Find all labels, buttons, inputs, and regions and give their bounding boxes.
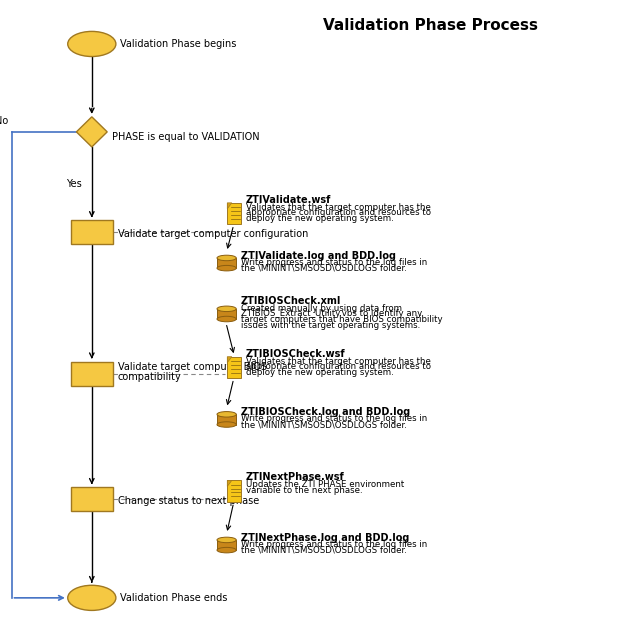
Ellipse shape bbox=[217, 266, 236, 271]
FancyBboxPatch shape bbox=[217, 414, 236, 425]
Text: appropriate configuration and resources to: appropriate configuration and resources … bbox=[246, 208, 431, 217]
Text: Yes: Yes bbox=[66, 179, 82, 188]
Text: Updates the ZTI PHASE environment: Updates the ZTI PHASE environment bbox=[246, 480, 404, 489]
Ellipse shape bbox=[67, 31, 116, 57]
Text: ZTIValidate.log and BDD.log: ZTIValidate.log and BDD.log bbox=[241, 251, 395, 261]
Text: Validate target computer configuration: Validate target computer configuration bbox=[118, 229, 308, 239]
Text: appropriate configuration and resources to: appropriate configuration and resources … bbox=[246, 362, 431, 371]
Ellipse shape bbox=[217, 422, 236, 427]
Text: Validation Phase ends: Validation Phase ends bbox=[120, 593, 227, 603]
Text: ZTIBIOS_Extract_Utility.vbs to identify any: ZTIBIOS_Extract_Utility.vbs to identify … bbox=[241, 310, 422, 318]
Text: ZTIBIOSCheck.log and BDD.log: ZTIBIOSCheck.log and BDD.log bbox=[241, 407, 410, 417]
Ellipse shape bbox=[67, 585, 116, 610]
Text: issues with the target operating systems.: issues with the target operating systems… bbox=[241, 321, 420, 330]
Text: Write progress and status to the log files in: Write progress and status to the log fil… bbox=[241, 540, 427, 549]
FancyBboxPatch shape bbox=[217, 309, 236, 319]
FancyBboxPatch shape bbox=[227, 357, 241, 378]
Text: deploy the new operating system.: deploy the new operating system. bbox=[246, 368, 394, 377]
Ellipse shape bbox=[217, 548, 236, 553]
Text: ZTIValidate.wsf: ZTIValidate.wsf bbox=[246, 195, 331, 205]
Text: the \MININT\SMSOSD\OSDLOGS folder.: the \MININT\SMSOSD\OSDLOGS folder. bbox=[241, 264, 406, 273]
FancyBboxPatch shape bbox=[71, 487, 113, 511]
Polygon shape bbox=[76, 117, 107, 147]
Text: target computers that have BIOS compatibility: target computers that have BIOS compatib… bbox=[241, 315, 442, 324]
Text: compatibility: compatibility bbox=[118, 372, 182, 382]
Text: PHASE is equal to VALIDATION: PHASE is equal to VALIDATION bbox=[112, 132, 260, 142]
Ellipse shape bbox=[217, 255, 236, 261]
Text: Write progress and status to the log files in: Write progress and status to the log fil… bbox=[241, 414, 427, 423]
Text: the \MININT\SMSOSD\OSDLOGS folder.: the \MININT\SMSOSD\OSDLOGS folder. bbox=[241, 546, 406, 555]
Ellipse shape bbox=[217, 411, 236, 417]
Polygon shape bbox=[227, 357, 232, 363]
Ellipse shape bbox=[217, 537, 236, 543]
Text: Validate target computer BIOS: Validate target computer BIOS bbox=[118, 362, 267, 372]
Text: No: No bbox=[0, 116, 8, 126]
Text: ZTINextPhase.wsf: ZTINextPhase.wsf bbox=[246, 472, 345, 482]
Text: deploy the new operating system.: deploy the new operating system. bbox=[246, 214, 394, 223]
Text: Validation Phase begins: Validation Phase begins bbox=[120, 39, 236, 49]
Text: ZTINextPhase.log and BDD.log: ZTINextPhase.log and BDD.log bbox=[241, 533, 409, 543]
FancyBboxPatch shape bbox=[227, 203, 241, 224]
FancyBboxPatch shape bbox=[71, 220, 113, 244]
Text: ZTIBIOSCheck.xml: ZTIBIOSCheck.xml bbox=[241, 296, 341, 306]
Polygon shape bbox=[227, 203, 232, 209]
Text: ZTIBIOSCheck.wsf: ZTIBIOSCheck.wsf bbox=[246, 349, 345, 359]
Ellipse shape bbox=[217, 306, 236, 311]
FancyBboxPatch shape bbox=[71, 362, 113, 386]
Text: variable to the next phase.: variable to the next phase. bbox=[246, 486, 363, 495]
Text: Validates that the target computer has the: Validates that the target computer has t… bbox=[246, 357, 431, 365]
Text: Validation Phase Process: Validation Phase Process bbox=[323, 18, 537, 33]
Ellipse shape bbox=[217, 317, 236, 322]
Text: Created manually by using data from: Created manually by using data from bbox=[241, 304, 402, 313]
Text: Validates that the target computer has the: Validates that the target computer has t… bbox=[246, 203, 431, 212]
Text: Write progress and status to the log files in: Write progress and status to the log fil… bbox=[241, 258, 427, 267]
Text: the \MININT\SMSOSD\OSDLOGS folder.: the \MININT\SMSOSD\OSDLOGS folder. bbox=[241, 420, 406, 429]
Polygon shape bbox=[227, 480, 232, 487]
FancyBboxPatch shape bbox=[217, 258, 236, 268]
FancyBboxPatch shape bbox=[217, 540, 236, 550]
Text: Change status to next phase: Change status to next phase bbox=[118, 495, 259, 506]
FancyBboxPatch shape bbox=[227, 480, 241, 502]
